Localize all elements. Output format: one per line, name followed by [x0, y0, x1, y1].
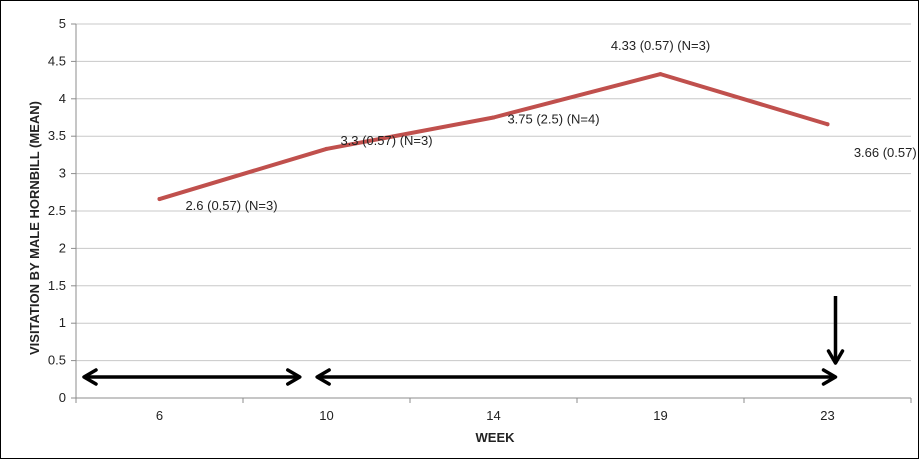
- data-label: 4.33 (0.57) (N=3): [611, 38, 710, 53]
- y-tick-label: 1.5: [48, 278, 66, 293]
- data-point: [825, 122, 830, 127]
- x-tick-label: 19: [653, 408, 667, 423]
- y-tick-label: 2.5: [48, 203, 66, 218]
- data-point: [491, 115, 496, 120]
- arrow-head: [315, 368, 331, 386]
- x-tick-label: 6: [156, 408, 163, 423]
- data-point: [324, 146, 329, 151]
- x-tick-label: 10: [319, 408, 333, 423]
- data-label: 3.3 (0.57) (N=3): [340, 133, 432, 148]
- grid-lines: [71, 23, 912, 403]
- data-point: [157, 197, 162, 202]
- x-axis-title: WEEK: [476, 430, 516, 445]
- y-tick-label: 0.5: [48, 353, 66, 368]
- y-tick-label: 3.5: [48, 128, 66, 143]
- data-point: [658, 72, 663, 77]
- data-label: 3.66 (0.57) (N=3): [854, 145, 919, 160]
- data-label: 2.6 (0.57) (N=3): [185, 198, 277, 213]
- arrow-head: [826, 349, 845, 365]
- arrow-head: [286, 368, 302, 386]
- y-tick-label: 0: [59, 390, 66, 405]
- x-tick-label: 14: [486, 408, 500, 423]
- arrow-head: [821, 368, 838, 386]
- annotation-arrows: [82, 296, 845, 386]
- y-tick-label: 5: [59, 16, 66, 31]
- x-tick-label: 23: [820, 408, 834, 423]
- y-tick-label: 4.5: [48, 53, 66, 68]
- y-tick-label: 1: [59, 315, 66, 330]
- y-tick-labels: 0 0.5 1 1.5 2 2.5 3 3.5 4 4.5 5: [48, 16, 66, 405]
- x-tick-labels: 6 10 14 19 23: [156, 408, 835, 423]
- y-tick-label: 4: [59, 91, 66, 106]
- y-axis-title: VISITATION BY MALE HORNBILL (MEAN): [27, 101, 42, 355]
- y-tick-label: 2: [59, 240, 66, 255]
- data-label: 3.75 (2.5) (N=4): [507, 112, 599, 127]
- data-labels: 2.6 (0.57) (N=3) 3.3 (0.57) (N=3) 3.75 (2.…: [185, 38, 919, 213]
- series-layer: [157, 72, 830, 202]
- arrow-head: [82, 368, 98, 386]
- y-tick-label: 3: [59, 166, 66, 181]
